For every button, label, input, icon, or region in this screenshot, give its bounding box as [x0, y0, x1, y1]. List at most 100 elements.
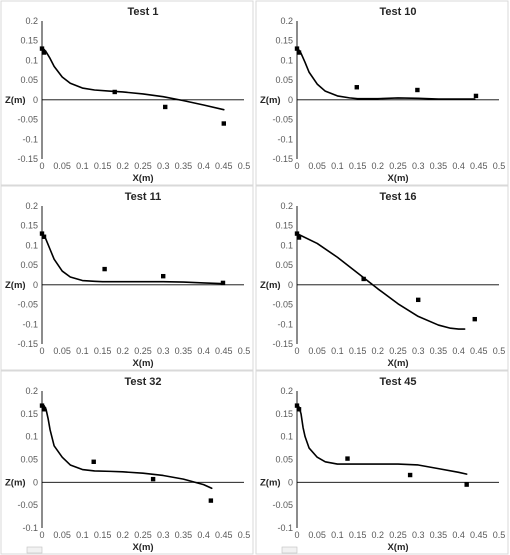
- data-point: [296, 235, 302, 240]
- y-tick-label: -0.05: [17, 500, 38, 510]
- y-axis-title: Z(m): [260, 95, 281, 106]
- panel-frame: [0, 370, 254, 555]
- y-axis-title: Z(m): [260, 477, 281, 488]
- model-curve: [296, 232, 466, 330]
- y-tick-label: -0.05: [17, 115, 38, 125]
- sheet-tab-chip-right[interactable]: [281, 546, 298, 554]
- y-tick-label: -0.05: [272, 500, 293, 510]
- x-tick-label: 0.1: [76, 530, 89, 540]
- y-tick-label: 0.15: [20, 409, 38, 419]
- data-point: [91, 459, 96, 464]
- model-curve: [41, 47, 225, 111]
- x-tick-label: 0.5: [238, 161, 251, 171]
- x-tick-label: 0.5: [238, 346, 251, 356]
- x-tick-label: 0.25: [134, 346, 152, 356]
- y-tick-label: 0.1: [280, 240, 293, 250]
- y-tick-label: -0.1: [22, 319, 38, 329]
- y-tick-label: -0.1: [277, 523, 293, 533]
- x-tick-label: 0.15: [94, 530, 112, 540]
- data-point: [41, 50, 47, 55]
- y-tick-label: 0.05: [20, 260, 38, 270]
- x-tick-label: 0.3: [412, 530, 425, 540]
- y-tick-label: 0.05: [275, 260, 293, 270]
- x-tick-label: 0.05: [53, 530, 71, 540]
- x-tick-label: 0.35: [430, 161, 448, 171]
- x-tick-label: 0: [39, 346, 44, 356]
- x-tick-label: 0.05: [308, 530, 326, 540]
- data-point: [294, 403, 300, 408]
- x-tick-label: 0.1: [76, 346, 89, 356]
- x-tick-label: 0: [39, 530, 44, 540]
- chart-panel: Test 100.20.150.10.050-0.05-0.1-0.150 0.0…: [255, 0, 509, 186]
- y-tick-label: 0.05: [20, 455, 38, 465]
- y-tick-label: 0.15: [275, 221, 293, 231]
- x-tick-label: 0.4: [452, 161, 465, 171]
- sheet-tab-chip-left[interactable]: [26, 546, 43, 554]
- x-tick-label: 0.1: [331, 346, 344, 356]
- y-axis-title: Z(m): [5, 477, 26, 488]
- data-point: [354, 85, 359, 90]
- y-tick-label: 0.2: [280, 16, 293, 26]
- x-tick-label: 0.1: [331, 530, 344, 540]
- y-tick-label: -0.15: [17, 339, 38, 349]
- y-tick-label: 0: [33, 280, 38, 290]
- data-point: [41, 407, 47, 412]
- x-tick-label: 0: [39, 161, 44, 171]
- x-tick-label: 0.4: [197, 161, 210, 171]
- y-axis-title: Z(m): [5, 280, 26, 291]
- data-point: [294, 46, 300, 51]
- data-point: [41, 234, 47, 239]
- data-point: [415, 87, 420, 93]
- data-point: [472, 316, 477, 322]
- data-point: [39, 46, 45, 51]
- y-tick-label: 0.1: [280, 432, 293, 442]
- x-axis-title: X(m): [132, 173, 153, 184]
- x-tick-label: 0.3: [412, 346, 425, 356]
- data-point: [39, 403, 45, 408]
- x-tick-label: 0.35: [430, 346, 448, 356]
- x-tick-label: 0.45: [215, 346, 233, 356]
- x-tick-label: 0.5: [493, 161, 506, 171]
- x-tick-label: 0.4: [452, 530, 465, 540]
- x-tick-label: 0.2: [372, 530, 385, 540]
- y-tick-label: 0: [288, 477, 293, 487]
- x-axis-title: X(m): [387, 542, 408, 553]
- y-tick-label: -0.15: [272, 154, 293, 164]
- x-tick-label: 0: [294, 161, 299, 171]
- y-tick-label: 0: [288, 280, 293, 290]
- x-tick-label: 0.3: [157, 530, 170, 540]
- y-tick-label: 0: [33, 477, 38, 487]
- data-point: [150, 476, 156, 482]
- panel-frame: [255, 0, 509, 186]
- data-point: [407, 472, 413, 478]
- model-curve: [296, 403, 468, 475]
- x-tick-label: 0.35: [175, 346, 193, 356]
- x-tick-label: 0.45: [215, 161, 233, 171]
- chart-title: Test 16: [379, 191, 416, 203]
- x-tick-label: 0.35: [430, 530, 448, 540]
- y-tick-label: -0.15: [272, 339, 293, 349]
- x-axis-title: X(m): [132, 542, 153, 553]
- x-tick-label: 0.5: [493, 346, 506, 356]
- chart-panel: Test 450.20.150.10.050-0.05-0.10 0.05 0.1 0…: [255, 370, 509, 555]
- x-tick-label: 0.15: [94, 161, 112, 171]
- x-tick-label: 0.2: [117, 346, 130, 356]
- y-tick-label: 0: [288, 95, 293, 105]
- x-tick-label: 0.2: [372, 161, 385, 171]
- y-tick-label: -0.05: [17, 300, 38, 310]
- y-tick-label: 0.2: [25, 386, 38, 396]
- x-tick-label: 0.45: [470, 161, 488, 171]
- x-tick-label: 0.2: [117, 161, 130, 171]
- y-tick-label: 0.05: [275, 455, 293, 465]
- panel-frame: [0, 185, 254, 371]
- x-tick-label: 0.25: [389, 161, 407, 171]
- y-tick-label: -0.05: [272, 300, 293, 310]
- chart-panel: Test 10.20.150.10.050-0.05-0.1-0.150 0.05…: [0, 0, 254, 186]
- data-point: [294, 231, 300, 236]
- x-axis-title: X(m): [387, 173, 408, 184]
- y-tick-label: 0.1: [25, 240, 38, 250]
- x-tick-label: 0.25: [134, 530, 152, 540]
- x-tick-label: 0.15: [349, 161, 367, 171]
- model-curve: [296, 47, 476, 100]
- chart-panel: Test 320.20.150.10.050-0.05-0.10 0.05 0.1 0…: [0, 370, 254, 555]
